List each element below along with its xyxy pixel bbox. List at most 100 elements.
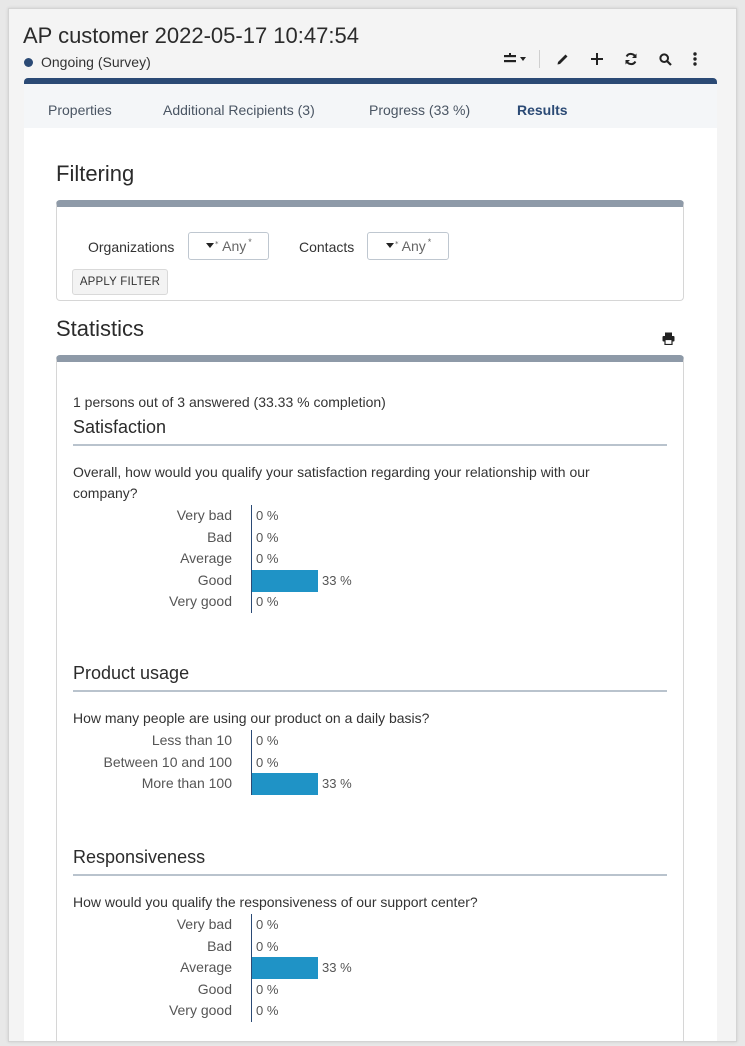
search-icon[interactable] [648,49,682,69]
answer-percent: 0 % [256,1003,279,1018]
answer-label: Bad [207,528,232,545]
answer-label: Good [197,980,232,997]
answer-label: Between 10 and 100 [103,753,232,770]
answer-percent: 0 % [256,594,279,609]
answer-percent: 0 % [256,508,279,523]
answer-percent: 0 % [256,754,279,770]
add-icon[interactable] [580,49,614,69]
required-mark: * [427,237,432,247]
chart-axis [251,751,252,774]
refresh-icon[interactable] [614,49,648,69]
answer-row: Average 0 % [57,548,657,570]
page-title: AP customer 2022-05-17 10:47:54 [23,23,359,48]
chart-axis [251,591,252,613]
answer-percent: 33 % [322,572,352,588]
answer-row: More than 100 33 % [57,773,657,795]
apply-filter-button[interactable]: APPLY FILTER [72,269,168,295]
answer-row: Average 33 % [57,957,657,979]
chart-axis [251,935,252,958]
question-text: How would you qualify the responsiveness… [73,894,478,910]
answer-label: Average [180,550,232,566]
organizations-value: Any [222,238,247,254]
answer-label: Very bad [176,916,232,932]
answer-row: Very good 0 % [57,1000,657,1022]
chart-axis [251,1000,252,1022]
answer-row: Bad 0 % [57,935,657,958]
svg-text:*: * [215,241,219,248]
contacts-dropdown[interactable]: * Any * [367,232,449,260]
answer-percent: 33 % [322,776,352,791]
answer-percent: 0 % [256,551,279,566]
question-text: Overall, how would you qualify your sati… [73,464,590,501]
tab-properties[interactable]: Properties [48,102,112,118]
chart-axis [251,957,252,979]
answer-row: Bad 0 % [57,526,657,549]
answer-row: Less than 10 0 % [57,730,657,752]
answer-percent: 0 % [256,733,279,748]
contacts-value: Any [401,238,426,254]
answer-row: Good 33 % [57,569,657,592]
print-icon[interactable] [662,332,675,350]
chart-axis [251,978,252,1001]
tab-results[interactable]: Results [517,102,568,118]
status-indicator: Ongoing (Survey) [24,54,151,70]
tab-bar: Properties Additional Recipients (3) Pro… [24,84,717,128]
more-icon[interactable] [682,49,708,69]
chart-axis [251,914,252,936]
filter-caret-icon: * [385,241,399,248]
answer-row: Good 0 % [57,978,657,1001]
svg-text:*: * [395,241,399,248]
answer-label: Good [197,571,232,588]
statistics-title: Statistics [56,316,145,341]
organizations-dropdown[interactable]: * Any * [188,232,269,260]
answer-row: Very bad 0 % [57,914,657,936]
status-label: Ongoing [41,54,94,70]
survey-window: AP customer 2022-05-17 10:47:54 Ongoing … [8,8,737,1042]
filter-caret-icon: * [206,241,219,248]
tab-progress[interactable]: Progress (33 %) [369,102,471,118]
answer-label: Average [180,959,232,975]
answer-percent: 0 % [256,981,279,997]
answer-label: Less than 10 [151,732,232,748]
chart-axis [251,548,252,570]
chart-axis [251,569,252,592]
question-title: Responsiveness [73,847,667,876]
required-mark: * [248,237,252,247]
survey-card: Properties Additional Recipients (3) Pro… [24,78,717,1041]
answer-label: Very bad [176,507,232,523]
chart-axis [251,730,252,752]
chart-axis [251,773,252,795]
chart-axis [251,505,252,527]
answer-percent: 0 % [256,529,279,545]
chart-axis [251,526,252,549]
status-dot-icon [24,57,33,67]
answer-row: Very bad 0 % [57,505,657,527]
answer-percent: 0 % [256,938,279,954]
question-title: Product usage [73,663,667,692]
toolbar [499,49,708,69]
filtering-title: Filtering [56,161,135,186]
status-type-label: (Survey) [97,54,151,70]
toolbar-divider [539,50,540,68]
answer-label: Very good [168,593,232,609]
answer-label: Very good [168,1002,232,1018]
question-text: How many people are using our product on… [73,710,430,726]
answer-row: Very good 0 % [57,591,657,613]
answer-bar [252,569,318,592]
tab-additional-recipients[interactable]: Additional Recipients (3) [163,102,315,118]
question-title: Satisfaction [73,417,667,446]
answer-bar [252,957,318,979]
organizations-label: Organizations [88,239,175,255]
answer-bar [252,773,318,795]
answer-row: Between 10 and 100 0 % [57,751,657,774]
completion-text: 1 persons out of 3 answered (33.33 % com… [73,394,386,410]
answer-label: More than 100 [141,775,232,791]
filtering-panel: Organizations * Any * Contacts * Any * APP… [56,200,684,301]
statistics-panel: 1 persons out of 3 answered (33.33 % com… [56,355,684,1041]
answer-label: Bad [207,937,232,954]
answer-percent: 0 % [256,917,279,932]
layout-dropdown-icon[interactable] [499,49,533,69]
answer-percent: 33 % [322,960,352,975]
contacts-label: Contacts [299,239,355,255]
edit-icon[interactable] [546,49,580,69]
